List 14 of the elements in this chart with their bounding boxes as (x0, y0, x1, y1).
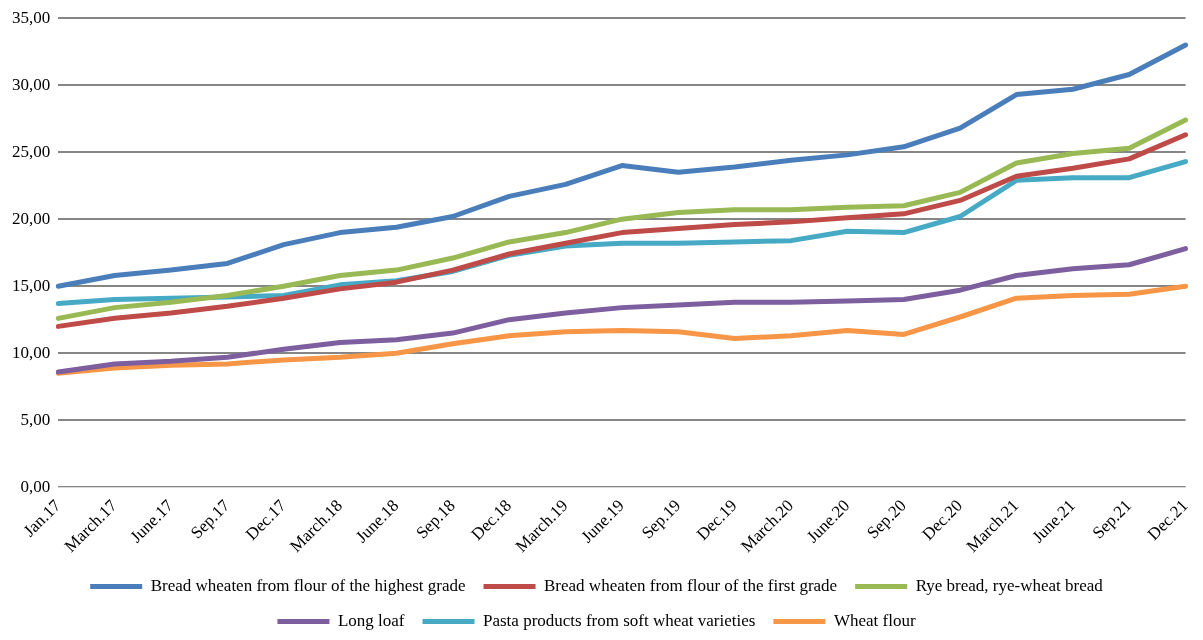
y-tick-label: 30,00 (12, 74, 51, 94)
legend-label: Bread wheaten from flour of the highest grade (150, 575, 466, 595)
y-tick-label: 10,00 (12, 342, 51, 362)
legend-label: Bread wheaten from flour of the first grade (544, 575, 838, 595)
y-tick-label: 5,00 (20, 409, 51, 429)
y-tick-label: 15,00 (12, 275, 51, 295)
y-tick-label: 0,00 (20, 476, 51, 496)
legend-label: Rye bread, rye-wheat bread (915, 575, 1104, 595)
legend-label: Wheat flour (833, 610, 916, 630)
legend-label: Long loaf (337, 610, 405, 630)
legend-label: Pasta products from soft wheat varieties (483, 610, 756, 630)
y-tick-label: 35,00 (12, 7, 51, 27)
y-tick-label: 20,00 (12, 208, 51, 228)
y-tick-label: 25,00 (12, 141, 51, 161)
